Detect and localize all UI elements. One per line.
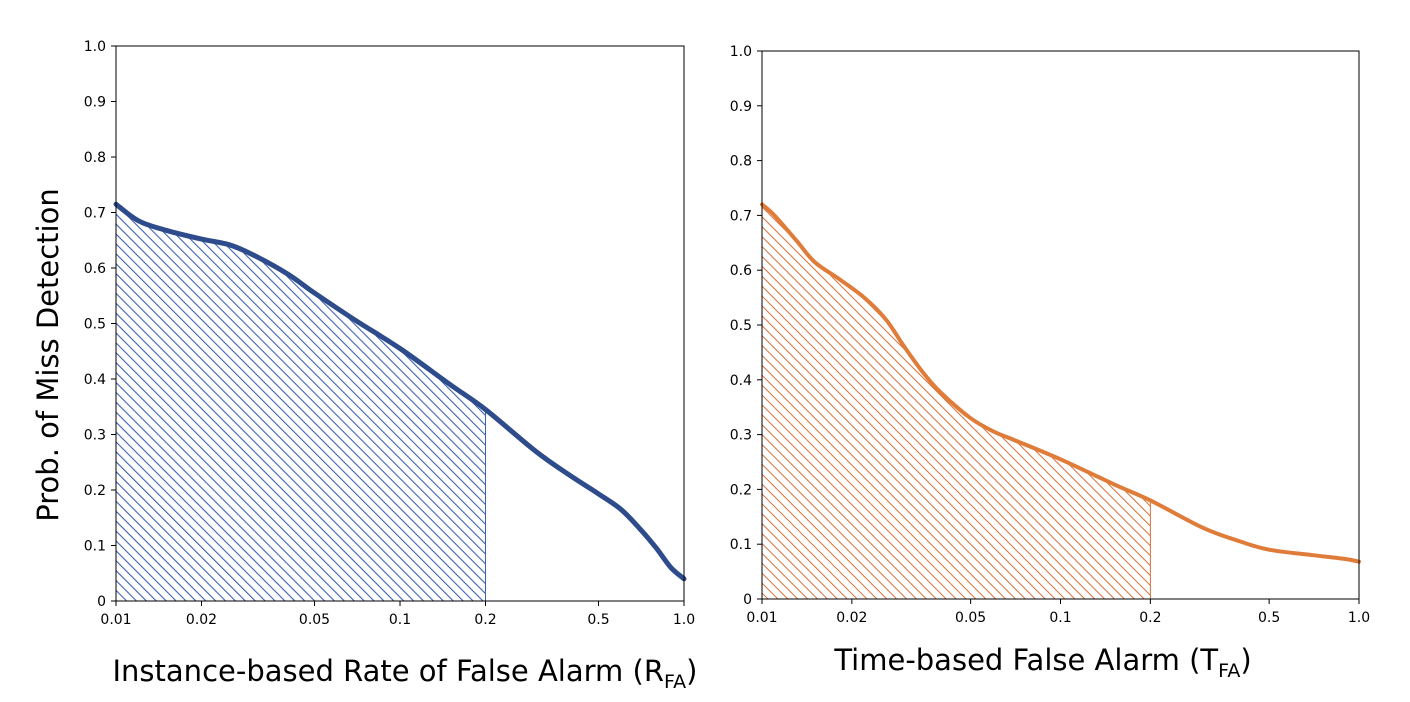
y-axis-label: Prob. of Miss Detection — [31, 188, 65, 521]
right-y-tick-label: 0 — [743, 592, 752, 608]
right-x-tick-label: 0.01 — [746, 610, 777, 626]
left-shaded-area — [115, 203, 486, 602]
right-x-tick-label: 0.5 — [1258, 610, 1280, 626]
right-x-tick-label: 1.0 — [1348, 610, 1370, 626]
left-y-tick-label: 0.2 — [84, 483, 106, 499]
left-x-axis-label: Instance-based Rate of False Alarm (RFA) — [113, 654, 698, 693]
right-y-tick-label: 0.8 — [730, 154, 752, 170]
left-y-tick-label: 0.7 — [84, 206, 106, 222]
left-y-tick-label: 0.9 — [84, 95, 106, 111]
left-x-tick-label: 0.2 — [474, 612, 496, 628]
right-x-tick-label: 0.1 — [1049, 610, 1071, 626]
right-x-tick-label: 0.02 — [836, 610, 867, 626]
right-y-tick-label: 0.6 — [730, 263, 752, 279]
left-y-ticks: 0 0.1 0.2 0.3 0.4 0.5 0.6 0.7 0.8 0.9 1.0 — [84, 39, 116, 610]
right-shaded-area — [761, 203, 1151, 600]
right-y-tick-label: 0.5 — [730, 318, 752, 334]
right-x-axis-label: Time-based False Alarm (TFA) — [833, 643, 1251, 682]
left-x-tick-label: 0.01 — [100, 612, 131, 628]
right-x-tick-label: 0.2 — [1139, 610, 1161, 626]
left-y-tick-label: 1.0 — [84, 39, 106, 55]
right-y-tick-label: 0.3 — [730, 428, 752, 444]
left-y-tick-label: 0 — [97, 594, 106, 610]
right-y-tick-label: 0.7 — [730, 208, 752, 224]
left-x-ticks: 0.01 0.02 0.05 0.1 0.2 0.5 1.0 — [100, 601, 695, 628]
right-y-tick-label: 0.4 — [730, 373, 752, 389]
left-y-tick-label: 0.6 — [84, 261, 106, 277]
right-chart-panel: 0 0.1 0.2 0.3 0.4 0.5 0.6 0.7 0.8 0.9 1.0 0.01 0.02… — [730, 44, 1370, 682]
right-y-tick-label: 0.9 — [730, 99, 752, 115]
left-y-tick-label: 0.8 — [84, 150, 106, 166]
left-y-tick-label: 0.4 — [84, 372, 106, 388]
left-x-tick-label: 0.1 — [389, 612, 411, 628]
right-y-tick-label: 0.1 — [730, 537, 752, 553]
right-x-tick-label: 0.05 — [955, 610, 986, 626]
right-x-ticks: 0.01 0.02 0.05 0.1 0.2 0.5 1.0 — [746, 599, 1370, 626]
left-curve — [113, 201, 687, 582]
left-x-tick-label: 0.05 — [299, 612, 330, 628]
left-chart-panel: 0 0.1 0.2 0.3 0.4 0.5 0.6 0.7 0.8 0.9 1.0 0.01 0.02… — [84, 39, 698, 693]
left-x-tick-label: 1.0 — [673, 612, 695, 628]
right-curve — [760, 202, 1361, 564]
left-y-tick-label: 0.1 — [84, 539, 106, 555]
left-x-tick-label: 0.02 — [186, 612, 217, 628]
right-y-tick-label: 1.0 — [730, 44, 752, 60]
right-y-tick-label: 0.2 — [730, 482, 752, 498]
right-y-ticks: 0 0.1 0.2 0.3 0.4 0.5 0.6 0.7 0.8 0.9 1.0 — [730, 44, 762, 608]
left-x-tick-label: 0.5 — [587, 612, 609, 628]
left-y-tick-label: 0.3 — [84, 428, 106, 444]
left-y-tick-label: 0.5 — [84, 317, 106, 333]
